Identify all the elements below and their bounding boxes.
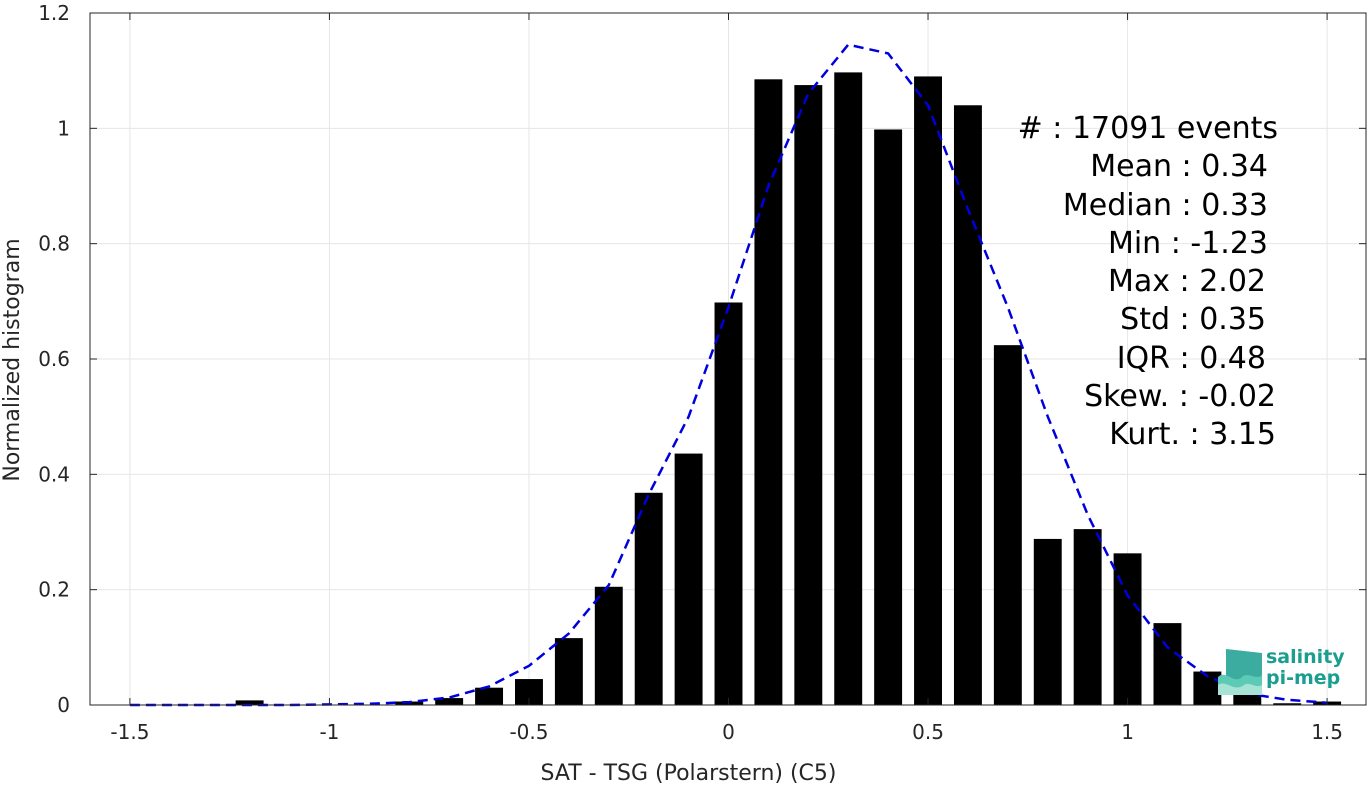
x-tick-label: -1.5 [110,720,149,744]
y-tick-label: 0 [57,693,70,717]
histogram-bar [634,492,663,705]
histogram-bar [1033,538,1062,705]
y-tick-label: 0.6 [38,347,70,371]
histogram-bar [235,700,264,705]
stat-std: Std : 0.35 [1120,302,1266,338]
logo-wave-icon [1218,649,1262,695]
y-tick-label: 1.2 [38,1,70,25]
y-tick-label: 0.8 [38,232,70,256]
stat-count: # : 17091 events [1017,111,1278,146]
stat-skew: Skew. : -0.02 [1084,379,1276,415]
histogram-bar [874,129,903,705]
histogram-bar [435,698,464,705]
fit-curve [129,43,1328,707]
x-tick-label: 0.5 [912,720,944,744]
histogram-bar [754,79,783,706]
histogram-bars [235,72,1342,706]
stat-mean: Mean : 0.34 [1090,149,1268,185]
y-axis-label: Normalized histogram [0,238,25,481]
y-tick-label: 1 [57,116,70,140]
x-tick-label: 1.5 [1311,720,1343,744]
stat-min: Min : -1.23 [1107,225,1268,261]
x-tick-label: -0.5 [509,720,548,744]
histogram-bar [554,638,583,705]
x-tick-label: -1 [319,720,339,744]
stat-kurt: Kurt. : 3.15 [1109,417,1276,453]
histogram-bar [714,302,743,705]
histogram-bar [1273,703,1302,705]
stat-median: Median : 0.33 [1062,187,1268,223]
histogram-bar [834,72,863,705]
histogram-bar [993,345,1022,705]
histogram-bar [475,687,504,705]
histogram-bar [953,105,982,706]
x-axis-label: SAT - TSG (Polarstern) (C5) [540,761,836,785]
histogram-bar [1073,529,1102,705]
histogram-bar [674,453,703,705]
stats-box: # : 17091 events Mean : 0.34 Median : 0.… [950,110,1278,455]
stat-max: Max : 2.02 [1108,264,1266,300]
histogram-bar [914,76,942,705]
y-tick-label: 0.4 [38,462,70,486]
logo-text-line2: pi-mep [1266,667,1341,689]
y-tick-label: 0.2 [38,578,70,602]
stat-iqr: IQR : 0.48 [1116,340,1266,376]
histogram-bar [1233,693,1262,705]
histogram-bar [594,586,623,705]
logo-text-line1: salinity [1266,646,1345,668]
salinity-pimep-logo: salinity pi-mep [1218,647,1348,695]
x-tick-label: 1 [1121,720,1134,744]
x-tick-label: 0 [722,720,735,744]
histogram-bar [794,85,823,706]
axis-ticks: -1.5 -1 -0.5 0 0.5 1 1.5 0 0.2 0.4 0.6 0.8 1 1.2 [38,1,1366,744]
